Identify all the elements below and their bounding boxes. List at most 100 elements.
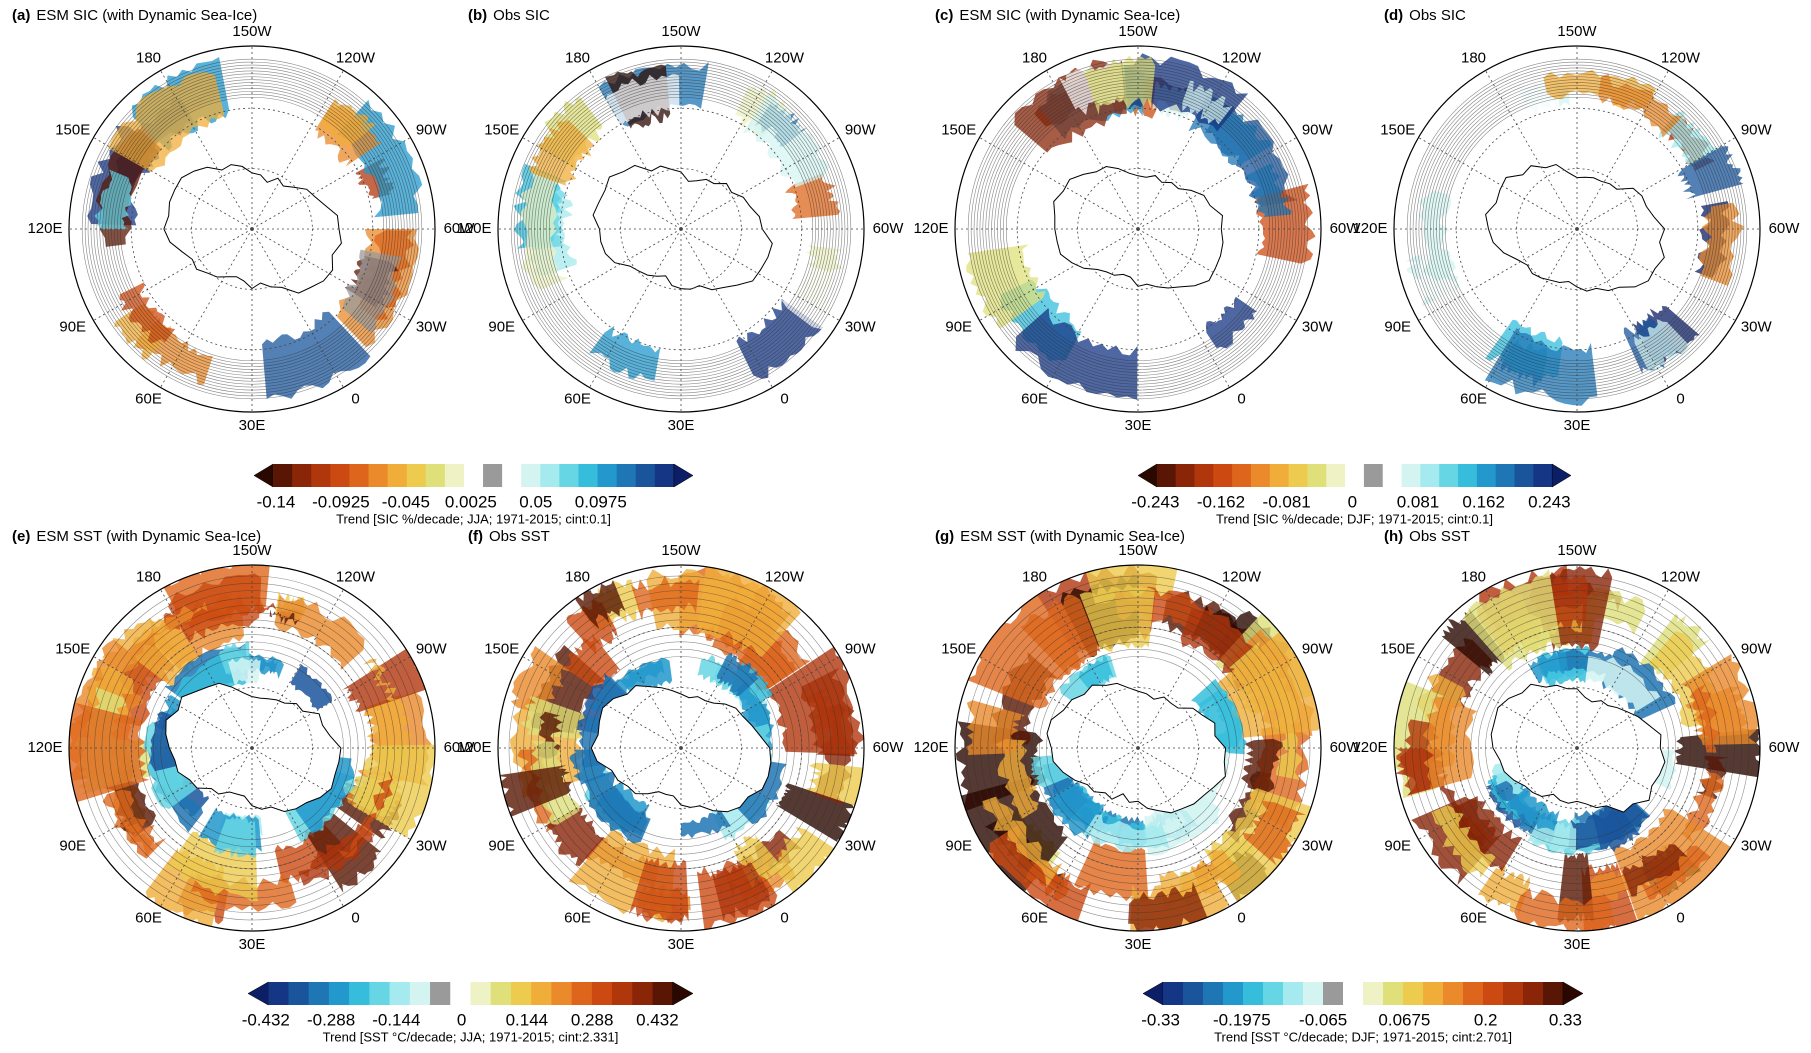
colorbar-cell	[1363, 982, 1384, 1005]
panel-label: (b)	[468, 7, 487, 24]
colorbar-cell	[632, 982, 653, 1005]
longitude-label: 180	[1461, 49, 1486, 66]
colorbar-cell	[292, 464, 312, 487]
colorbar-tick-label: -0.1975	[1213, 1010, 1271, 1029]
panel-title: (d)Obs SIC	[1384, 7, 1466, 24]
colorbar-cell	[636, 464, 656, 487]
colorbar-cell	[273, 464, 293, 487]
colorbar-cell	[1483, 982, 1504, 1005]
longitude-label: 120E	[456, 220, 491, 237]
colorbar-arrow	[674, 464, 693, 487]
longitude-label: 90W	[1741, 121, 1773, 138]
longitude-label: 120E	[1352, 220, 1387, 237]
panel-title-text: ESM SIC (with Dynamic Sea-Ice)	[36, 7, 257, 24]
longitude-label: 120E	[27, 220, 62, 237]
longitude-label: 90W	[416, 121, 448, 138]
colorbar-caption: Trend [SIC %/decade; DJF; 1971-2015; cin…	[1216, 511, 1493, 526]
longitude-label: 30W	[416, 837, 448, 854]
panel-label: (e)	[12, 528, 30, 545]
colorbar-cell	[540, 464, 560, 487]
longitude-label: 90E	[488, 318, 515, 335]
longitude-label: 0	[780, 910, 788, 927]
colorbar-cell	[1523, 982, 1544, 1005]
field	[1406, 59, 1747, 406]
panel-label: (g)	[935, 528, 954, 545]
colorbar-cell	[1383, 982, 1404, 1005]
colorbar-cell	[1326, 464, 1345, 487]
longitude-label: 0	[1676, 391, 1684, 408]
map-panel: (a)ESM SIC (with Dynamic Sea-Ice)150W120…	[12, 7, 475, 434]
longitude-label: 180	[565, 49, 590, 66]
colorbar-cell	[1163, 982, 1184, 1005]
panel-label: (a)	[12, 7, 30, 24]
colorbar-tick-label: 0.0975	[575, 492, 627, 511]
colorbar-cell	[1343, 982, 1364, 1005]
colorbar-tick-label: -0.0925	[312, 492, 370, 511]
longitude-label: 90W	[1302, 121, 1334, 138]
colorbar-cell	[1289, 464, 1308, 487]
panel-title: (b) Obs SIC	[468, 7, 550, 24]
colorbar-cell	[471, 982, 492, 1005]
longitude-label: 120W	[765, 568, 805, 585]
longitude-label: 60E	[1021, 910, 1048, 927]
longitude-label: 0	[1237, 391, 1245, 408]
colorbar-cell	[349, 982, 370, 1005]
colorbar-tick-label: 0	[457, 1010, 466, 1029]
longitude-label: 150E	[55, 640, 90, 657]
colorbar-cell	[483, 464, 503, 487]
panel-title-text: Obs SST	[1409, 528, 1470, 545]
map-panel: (b)Obs SIC150W120W90W60W30W030E60E90E120…	[456, 7, 904, 434]
colorbar-cell	[1263, 982, 1284, 1005]
panel-title: (c)ESM SIC (with Dynamic Sea-Ice)	[935, 7, 1180, 24]
longitude-label: 120W	[1222, 49, 1262, 66]
longitude-label: 180	[565, 568, 590, 585]
colorbar-cell	[1270, 464, 1289, 487]
colorbar-cell	[592, 982, 613, 1005]
longitude-label: 90E	[488, 837, 515, 854]
field-patch	[108, 72, 224, 172]
colorbar-cell	[1423, 982, 1444, 1005]
longitude-label: 150W	[1557, 23, 1597, 40]
field	[966, 53, 1315, 400]
panel-title-text: Obs SST	[489, 528, 550, 545]
colorbar-tick-label: -0.14	[257, 492, 296, 511]
longitude-label: 150W	[661, 542, 701, 559]
longitude-label: 90E	[1384, 318, 1411, 335]
longitude-label: 150W	[232, 542, 272, 559]
longitude-label: 30E	[1125, 417, 1152, 434]
panel-title-text: Obs SIC	[493, 7, 550, 24]
longitude-label: 180	[136, 568, 161, 585]
colorbar-cell	[464, 464, 484, 487]
longitude-label: 30E	[239, 936, 266, 953]
field	[56, 558, 442, 930]
longitude-label: 150W	[661, 23, 701, 40]
longitude-label: 30W	[1741, 837, 1773, 854]
panel-title: (e)ESM SST (with Dynamic Sea-Ice)	[12, 528, 261, 545]
colorbar-cell	[1157, 464, 1176, 487]
longitude-label: 120E	[456, 739, 491, 756]
colorbar-cell	[502, 464, 522, 487]
colorbar-tick-label: -0.243	[1131, 492, 1179, 511]
longitude-label: 150W	[1557, 542, 1597, 559]
colorbar-cell	[655, 464, 675, 487]
colorbar-arrow	[1563, 982, 1583, 1005]
colorbar-cell	[1176, 464, 1195, 487]
colorbar-cell	[511, 982, 532, 1005]
longitude-label: 120E	[27, 739, 62, 756]
field	[494, 561, 872, 933]
map-panel: (h)Obs SST150W120W90W60W30W030E60E90E120…	[1352, 528, 1800, 953]
longitude-label: 90W	[845, 121, 877, 138]
longitude-label: 60W	[1769, 739, 1801, 756]
longitude-label: 90W	[1302, 640, 1334, 657]
colorbar-cell	[390, 982, 411, 1005]
colorbar-cell	[653, 982, 674, 1005]
longitude-label: 120W	[1661, 49, 1701, 66]
longitude-label: 60W	[873, 220, 905, 237]
colorbar-tick-label: 0.0025	[445, 492, 497, 511]
longitude-label: 150E	[941, 640, 976, 657]
longitude-label: 150E	[484, 640, 519, 657]
colorbar-cell	[1364, 464, 1383, 487]
colorbar-cell	[531, 982, 552, 1005]
colorbar-cell	[1213, 464, 1232, 487]
map-panel: (f)Obs SST150W120W90W60W30W030E60E90E120…	[456, 528, 904, 953]
